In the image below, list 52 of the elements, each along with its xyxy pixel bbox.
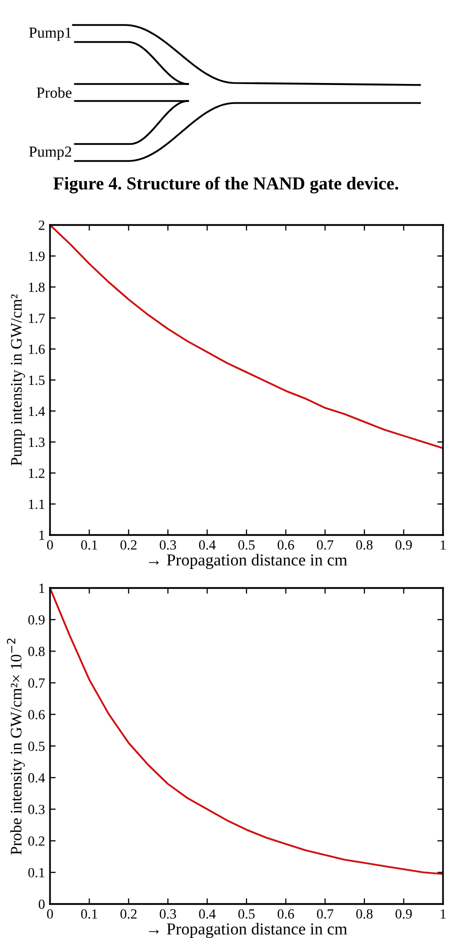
x-tick-label: 0.7 [316,540,334,550]
x-tick-label: 0.8 [356,909,373,919]
x-tick-label: 0 [47,909,53,919]
y-tick-label: 1.8 [29,282,45,292]
x-tick-label: 0.3 [160,909,176,919]
y-tick-label: 2 [38,220,44,230]
y-tick-label: 1.6 [29,344,45,354]
x-tick-label: 0.7 [316,909,334,919]
x-tick-label: 0.9 [396,909,412,919]
x-tick-label: 1 [440,909,446,918]
x-tick-label: 0.4 [199,909,216,919]
y-axis-title: Probe intensity in GW/cm²× 10$^{−2}$ [6,638,25,855]
y-tick-label: 0 [38,900,45,909]
y-tick-label: 0.7 [28,678,45,688]
y-tick-label: 1.2 [29,468,44,478]
y-tick-label: 0.3 [28,804,45,814]
text: Pump1 [29,28,72,41]
y-tick-label: 0.8 [28,646,45,656]
x-tick-label: 0.6 [278,909,294,919]
y-tick-label: 1.4 [29,406,45,416]
y-tick-label: 1.9 [29,252,45,262]
x-tick-label: 0.3 [160,540,176,550]
x-tick-label: 0.5 [238,540,255,550]
x-tick-label: 0.2 [120,909,137,919]
y-tick-label: 1.5 [29,376,45,386]
y-tick-label: 1 [39,584,44,593]
x-tick-label: 0 [47,540,53,550]
text: Figure 4. Structure of the NAND gate device. [53,176,398,194]
x-tick-label: 0.9 [396,540,412,550]
y-tick-label: 1.3 [29,438,45,448]
x-tick-label: 1 [440,540,446,550]
y-tick-label: 1 [39,530,44,540]
x-tick-label: 0.1 [81,540,98,550]
text: Pump2 [29,146,72,160]
x-tick-label: 0.4 [199,540,216,550]
y-tick-label: 0.1 [28,868,44,878]
x-tick-label: 0.5 [238,909,255,919]
y-tick-label: 0.6 [28,710,45,720]
y-tick-label: 0.9 [28,615,45,625]
y-tick-label: 1.1 [29,500,44,510]
x-axis-title: → Propagation distance in cm [148,554,348,570]
text: Probe [36,87,72,98]
y-axis-title: Pump intensity in GW/cm² [10,294,25,466]
y-tick-label: 0.5 [28,742,45,752]
x-tick-label: 0.6 [278,540,294,550]
x-tick-label: 0.1 [81,909,98,919]
x-tick-label: 0.2 [120,540,137,550]
y-tick-label: 0.4 [28,773,45,783]
x-axis-title: → Propagation distance in cm [148,922,348,938]
x-tick-label: 0.8 [356,540,373,550]
y-tick-label: 0.2 [28,836,44,846]
y-tick-label: 1.7 [29,314,45,324]
